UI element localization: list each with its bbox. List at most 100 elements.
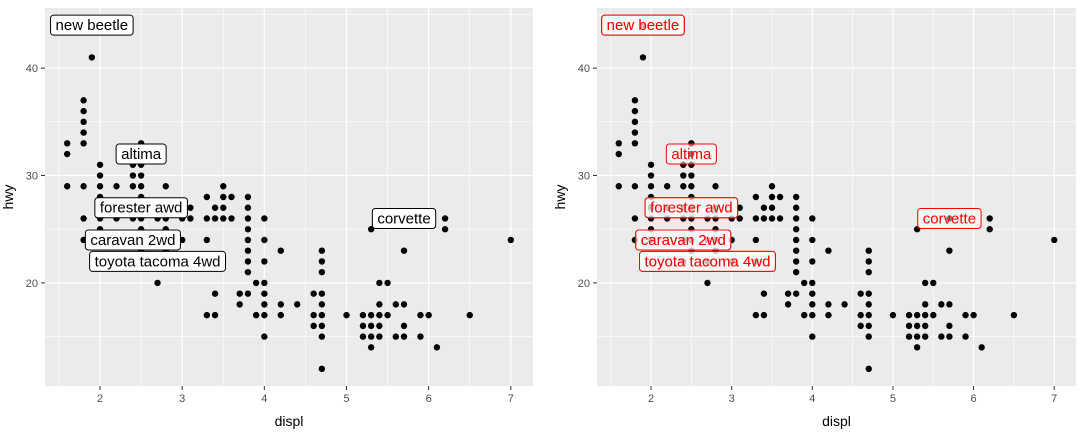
data-point	[211, 311, 219, 319]
data-point	[310, 290, 317, 297]
data-point	[187, 215, 194, 222]
x-tick-label: 7	[508, 393, 514, 405]
data-point	[400, 322, 408, 330]
data-point	[647, 161, 655, 168]
data-point	[162, 183, 169, 190]
data-point	[187, 204, 194, 211]
data-label-box	[371, 207, 437, 229]
data-point	[220, 193, 227, 201]
data-point	[376, 301, 383, 308]
data-label: forester awd	[644, 197, 739, 219]
data-point	[441, 215, 449, 222]
data-point	[318, 290, 326, 297]
data-point	[310, 322, 317, 330]
data-point	[129, 183, 137, 190]
data-point	[417, 333, 424, 340]
data-point	[96, 172, 104, 179]
data-point	[905, 333, 913, 340]
data-point	[809, 258, 816, 265]
data-label-text: altima	[121, 146, 162, 163]
y-tick-label: 30	[578, 171, 590, 183]
data-point	[712, 183, 719, 190]
data-label-text: caravan 2wd	[90, 232, 175, 249]
data-point	[809, 301, 816, 308]
data-label-box	[917, 207, 982, 229]
data-point	[244, 215, 252, 222]
data-point	[318, 247, 326, 254]
data-point	[376, 279, 383, 287]
data-point	[688, 183, 695, 190]
data-point	[137, 172, 145, 179]
data-point	[704, 279, 711, 287]
panel-background	[597, 8, 1076, 386]
data-label: forester awd	[94, 197, 188, 219]
data-point	[905, 322, 913, 330]
x-tick-label: 6	[426, 393, 432, 405]
data-point	[384, 311, 391, 319]
data-point	[865, 290, 872, 297]
data-point	[889, 311, 897, 319]
data-point	[865, 247, 872, 254]
data-label-box	[50, 14, 134, 36]
data-point	[318, 301, 326, 308]
data-point	[946, 322, 953, 330]
data-point	[922, 301, 929, 308]
data-point	[228, 215, 235, 222]
data-point	[631, 183, 639, 190]
data-point	[986, 226, 993, 233]
data-point	[96, 161, 104, 168]
data-point	[466, 311, 473, 319]
data-point	[857, 322, 864, 330]
data-point	[294, 301, 301, 308]
data-label-text: altima	[671, 146, 712, 163]
y-tick-label: 30	[26, 171, 38, 183]
data-point	[367, 322, 375, 330]
data-point	[154, 279, 161, 287]
data-point	[96, 183, 104, 190]
data-point	[792, 193, 800, 201]
data-point	[688, 172, 695, 179]
data-point	[261, 333, 268, 340]
data-label-text: forester awd	[650, 200, 733, 217]
data-point	[978, 344, 985, 351]
data-point	[809, 311, 816, 319]
data-point	[946, 301, 953, 308]
data-point	[922, 322, 929, 330]
data-label: corvette	[371, 207, 437, 229]
data-point	[318, 311, 326, 319]
data-point	[801, 279, 808, 287]
data-point	[639, 54, 647, 61]
data-point	[203, 193, 211, 201]
data-point	[220, 183, 227, 190]
data-point	[776, 193, 784, 201]
data-point	[220, 204, 227, 211]
data-label-text: forester awd	[100, 200, 183, 217]
data-point	[768, 193, 776, 201]
data-point	[318, 322, 326, 330]
data-point	[825, 301, 832, 308]
data-point	[938, 333, 945, 340]
data-point	[913, 322, 921, 330]
data-point	[211, 204, 219, 211]
data-point	[946, 333, 953, 340]
data-point	[631, 140, 639, 147]
data-point	[244, 268, 252, 276]
data-point	[252, 279, 260, 287]
data-point	[631, 97, 639, 104]
data-point	[261, 236, 268, 244]
data-point	[946, 247, 953, 254]
data-point	[865, 258, 872, 265]
data-point	[792, 268, 800, 276]
data-point	[647, 183, 655, 190]
data-point	[359, 311, 367, 319]
data-point	[80, 97, 87, 104]
y-tick-label: 20	[578, 278, 590, 290]
data-point	[203, 311, 211, 319]
data-point	[922, 311, 929, 319]
data-point	[809, 215, 816, 222]
data-point	[865, 268, 872, 276]
data-label-text: toyota tacoma 4wd	[645, 253, 771, 270]
data-point	[905, 311, 913, 319]
